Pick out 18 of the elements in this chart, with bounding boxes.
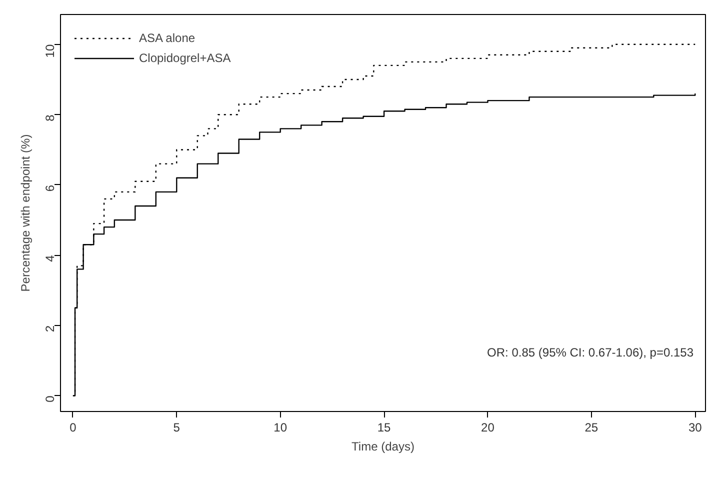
y-axis-title: Percentage with endpoint (%): [18, 134, 32, 292]
y-tick-label: 6: [43, 184, 57, 192]
legend-label: Clopidogrel+ASA: [139, 51, 231, 65]
annotation: OR: 0.85 (95% CI: 0.67-1.06), p=0.153: [487, 346, 694, 360]
y-tick-label: 8: [43, 114, 57, 122]
y-tick-label: 4: [43, 254, 57, 262]
x-axis-title: Time (days): [352, 440, 414, 454]
y-tick-label: 0: [43, 395, 57, 402]
x-tick-label: 10: [274, 420, 288, 434]
x-tick-label: 0: [70, 420, 77, 434]
x-tick-label: 20: [481, 420, 495, 434]
x-tick-label: 15: [377, 420, 392, 434]
y-tick-label: 10: [43, 44, 57, 58]
y-tick-label: 2: [43, 325, 57, 332]
x-tick-label: 30: [688, 420, 702, 434]
x-tick-label: 25: [584, 420, 598, 434]
x-tick-label: 5: [173, 420, 180, 434]
legend-label: ASA alone: [139, 31, 196, 45]
